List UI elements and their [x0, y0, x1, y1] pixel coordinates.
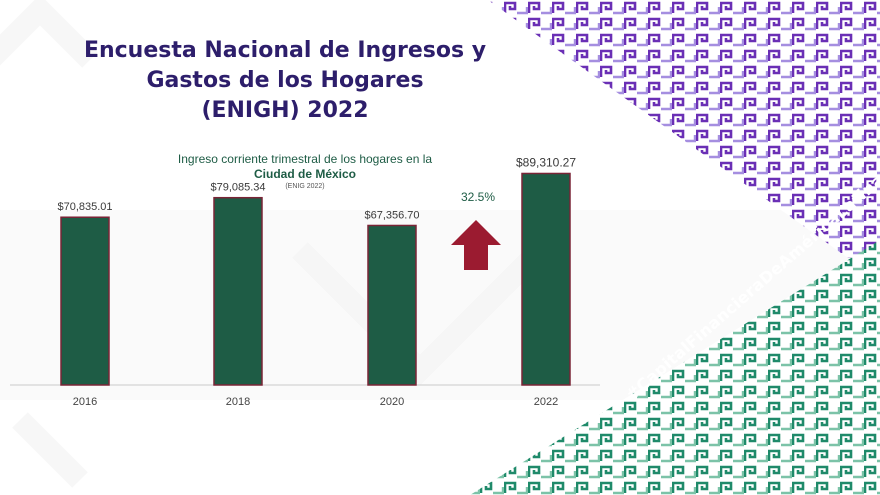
value-label-2018: $79,085.34 [210, 182, 265, 194]
purple-pattern-decoration [488, 0, 880, 258]
chart-title-line-1: Ingreso corriente trimestral de los hoga… [177, 152, 433, 166]
title-line-2: Gastos de los Hogares [146, 68, 424, 93]
bar-chart: $70,835.01 2016 $79,085.34 2018 $67,356.70 20… [10, 155, 600, 408]
value-label-2020: $67,356.70 [364, 209, 419, 221]
up-arrow-icon [451, 220, 501, 270]
title-line-3: (ENIGH) 2022 [201, 98, 369, 123]
tick-label-2018: 2018 [226, 396, 250, 408]
bar-2016 [60, 216, 110, 386]
page-title: Encuesta Nacional de Ingresos y Gastos d… [60, 36, 510, 126]
tick-label-2020: 2020 [380, 396, 404, 408]
bar-2018 [213, 196, 263, 386]
title-line-1: Encuesta Nacional de Ingresos y [83, 38, 487, 63]
bar-2022 [521, 172, 571, 386]
value-label-2022: $89,310.27 [516, 155, 576, 169]
percent-change-label: 32.5% [461, 190, 495, 204]
bar-2020 [367, 224, 417, 386]
chart-title: Ingreso corriente trimestral de los hoga… [120, 152, 490, 191]
chart-title-line-2: Ciudad de México [253, 167, 357, 181]
tick-label-2016: 2016 [73, 396, 97, 408]
tick-label-2022: 2022 [534, 396, 558, 408]
chart-subtitle: (ENIG 2022) [285, 183, 325, 190]
green-pattern-decoration [470, 240, 880, 495]
value-label-2016: $70,835.01 [57, 201, 112, 213]
